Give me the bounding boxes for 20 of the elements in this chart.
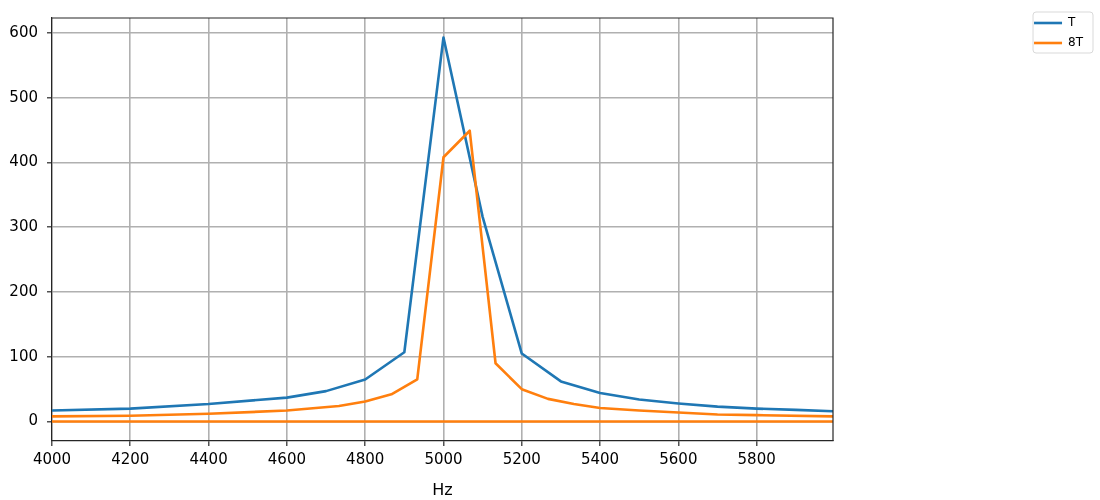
- y-tick-label: 200: [9, 281, 38, 300]
- y-tick-label: 0: [28, 411, 38, 430]
- legend-label: 8T: [1068, 35, 1084, 50]
- x-tick-label: 4000: [32, 449, 72, 468]
- x-tick-label: 5600: [659, 449, 698, 468]
- x-tick-label: 5200: [502, 449, 541, 468]
- x-axis-title: Hz: [432, 479, 453, 499]
- legend-label: T: [1067, 15, 1077, 30]
- y-tick-label: 500: [9, 87, 38, 106]
- x-tick-label: 4800: [346, 449, 385, 468]
- x-tick-label: 5000: [424, 449, 463, 468]
- y-tick-label: 100: [9, 346, 38, 365]
- x-tick-label: 4200: [111, 449, 150, 468]
- x-tick-label: 5800: [737, 449, 776, 468]
- y-tick-label: 300: [9, 217, 38, 236]
- y-tick-label: 400: [9, 152, 38, 171]
- x-tick-label: 4400: [189, 449, 228, 468]
- x-tick-label: 5400: [580, 449, 620, 468]
- x-tick-label: 4600: [267, 449, 306, 468]
- y-tick-label: 600: [9, 22, 38, 41]
